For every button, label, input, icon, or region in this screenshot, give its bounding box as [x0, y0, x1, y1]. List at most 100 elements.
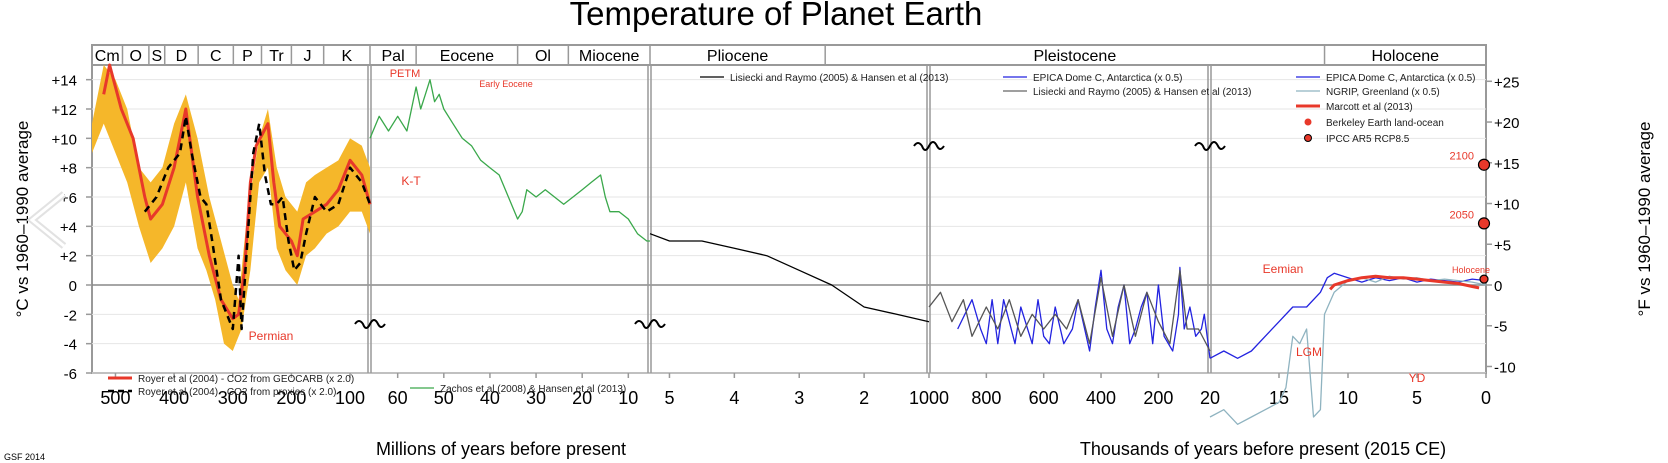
legend-item: Royer et al (2004) - CO2 from proxies (x…: [108, 387, 336, 398]
scale-break-icon: [354, 319, 386, 329]
scale-break-icon: [1194, 141, 1226, 151]
x-tick-label: 10: [1338, 388, 1358, 408]
series-line: [143, 115, 372, 331]
legend-item: Berkeley Earth land-ocean: [1304, 118, 1444, 129]
period-label: K: [341, 48, 352, 65]
y-tick-label-c: +14: [52, 73, 77, 90]
x-tick-label: 800: [971, 388, 1001, 408]
scale-break-icon: [634, 319, 666, 329]
legend-item: Zachos et al (2008) & Hansen et al (2013…: [410, 384, 626, 395]
period-label: Eocene: [440, 48, 494, 65]
x-tick-label: 60: [388, 388, 408, 408]
period-band: Cm O S D C P Tr J K Pal Eocene Ol Miocene Pliocene Ple…: [91, 44, 1487, 66]
legend-item: Lisiecki and Raymo (2005) & Hansen et al…: [700, 73, 948, 84]
y-tick-label-f: +20: [1494, 115, 1519, 132]
x-tick-label: 300: [218, 388, 248, 408]
period-label: Pleistocene: [1034, 48, 1117, 65]
legend-item: Lisiecki and Raymo (2005) & Hansen et al…: [1003, 87, 1251, 98]
period-label: Pliocene: [707, 48, 768, 65]
period-label: P: [242, 48, 253, 65]
x-tick-label: 500: [100, 388, 130, 408]
x-tick-label: 40: [480, 388, 500, 408]
x-tick-label: 1000: [909, 388, 949, 408]
legend-label: Lisiecki and Raymo (2005) & Hansen et al…: [1033, 87, 1251, 98]
period-label: Pal: [382, 48, 405, 65]
legend-label: Berkeley Earth land-ocean: [1326, 118, 1444, 129]
uncertainty-band: [92, 65, 370, 351]
chart-title: Temperature of Planet Earth: [570, 0, 983, 32]
y-tick-label-c: +10: [52, 131, 77, 148]
period-label: J: [304, 48, 312, 65]
x-tick-label: 600: [1029, 388, 1059, 408]
forecast-label: 2100: [1450, 151, 1474, 163]
x-tick-label: 50: [434, 388, 454, 408]
series-line: [1329, 274, 1480, 291]
legend-label: Zachos et al (2008) & Hansen et al (2013…: [440, 384, 626, 395]
legend-item: NGRIP, Greenland (x 0.5): [1296, 87, 1440, 98]
legend-item: EPICA Dome C, Antarctica (x 0.5): [1296, 73, 1476, 84]
annotation: Eemian: [1263, 262, 1304, 276]
x-tick-label: 3: [794, 388, 804, 408]
legend-swatch: [1304, 118, 1312, 126]
forecast-point: [1477, 158, 1491, 171]
period-label: S: [151, 48, 162, 65]
x-tick-label: 20: [572, 388, 592, 408]
legend-label: EPICA Dome C, Antarctica (x 0.5): [1033, 73, 1183, 84]
legend-label: Marcott et al (2013): [1326, 102, 1413, 113]
credit: GSF 2014: [4, 452, 45, 462]
period-label: O: [129, 48, 141, 65]
series-line: [102, 63, 372, 321]
legend-item: Royer et al (2004) - CO2 from GEOCARB (x…: [108, 374, 354, 385]
series-line: [1209, 272, 1487, 359]
annotation: K-T: [401, 174, 421, 188]
period-label: Cm: [95, 48, 120, 65]
x-tick-label: 100: [335, 388, 365, 408]
legend-label: Royer et al (2004) - CO2 from proxies (x…: [138, 387, 336, 398]
legend-label: IPCC AR5 RCP8.5: [1326, 134, 1410, 145]
x-tick-label: 15: [1269, 388, 1289, 408]
series-line: [649, 233, 930, 323]
period-label: C: [210, 48, 222, 65]
y-tick-label-f: +15: [1494, 156, 1519, 173]
legend-label: Lisiecki and Raymo (2005) & Hansen et al…: [730, 73, 948, 84]
x-tick-label: 400: [1086, 388, 1116, 408]
y-tick-label-f: -5: [1494, 319, 1507, 336]
y-tick-label-c: +2: [60, 249, 77, 266]
period-label: Miocene: [579, 48, 640, 65]
annotation: PETM: [390, 68, 421, 80]
x-axis-label-left: Millions of years before present: [376, 439, 626, 459]
legend-label: Royer et al (2004) - CO2 from GEOCARB (x…: [138, 374, 354, 385]
y-tick-label-c: -6: [64, 366, 77, 383]
legend-item: Marcott et al (2013): [1296, 102, 1413, 113]
x-tick-label: 4: [729, 388, 739, 408]
x-tick-label: 20: [1200, 388, 1220, 408]
annotation: Early Eocene: [479, 79, 533, 89]
y-tick-label-f: -10: [1494, 359, 1516, 376]
x-axis-label-right: Thousands of years before present (2015 …: [1080, 439, 1446, 459]
scale-break-icon: [913, 141, 945, 151]
period-label: Tr: [269, 48, 284, 65]
y-tick-label-c: -4: [64, 337, 77, 354]
y-tick-label-f: 0: [1494, 278, 1502, 295]
x-tick-label: 200: [276, 388, 306, 408]
period-label: D: [176, 48, 188, 65]
legend-label: EPICA Dome C, Antarctica (x 0.5): [1326, 73, 1476, 84]
y-tick-label-f: +10: [1494, 197, 1519, 214]
y-tick-label-c: +12: [52, 102, 77, 119]
period-band-frame: [91, 44, 1487, 66]
series-line: [369, 79, 650, 242]
x-tick-label: 2: [859, 388, 869, 408]
y-tick-label-c: +4: [60, 219, 77, 236]
x-tick-label: 0: [1481, 388, 1491, 408]
annotation: LGM: [1296, 345, 1322, 359]
period-label: Holocene: [1371, 48, 1439, 65]
y-tick-label-c: +8: [60, 161, 77, 178]
x-tick-label: 30: [526, 388, 546, 408]
x-tick-label: 5: [1412, 388, 1422, 408]
x-tick-label: 5: [664, 388, 674, 408]
x-tick-label: 10: [618, 388, 638, 408]
period-label: Ol: [535, 48, 551, 65]
x-tick-label: 400: [159, 388, 189, 408]
chevron-left-icon[interactable]: [26, 190, 70, 250]
